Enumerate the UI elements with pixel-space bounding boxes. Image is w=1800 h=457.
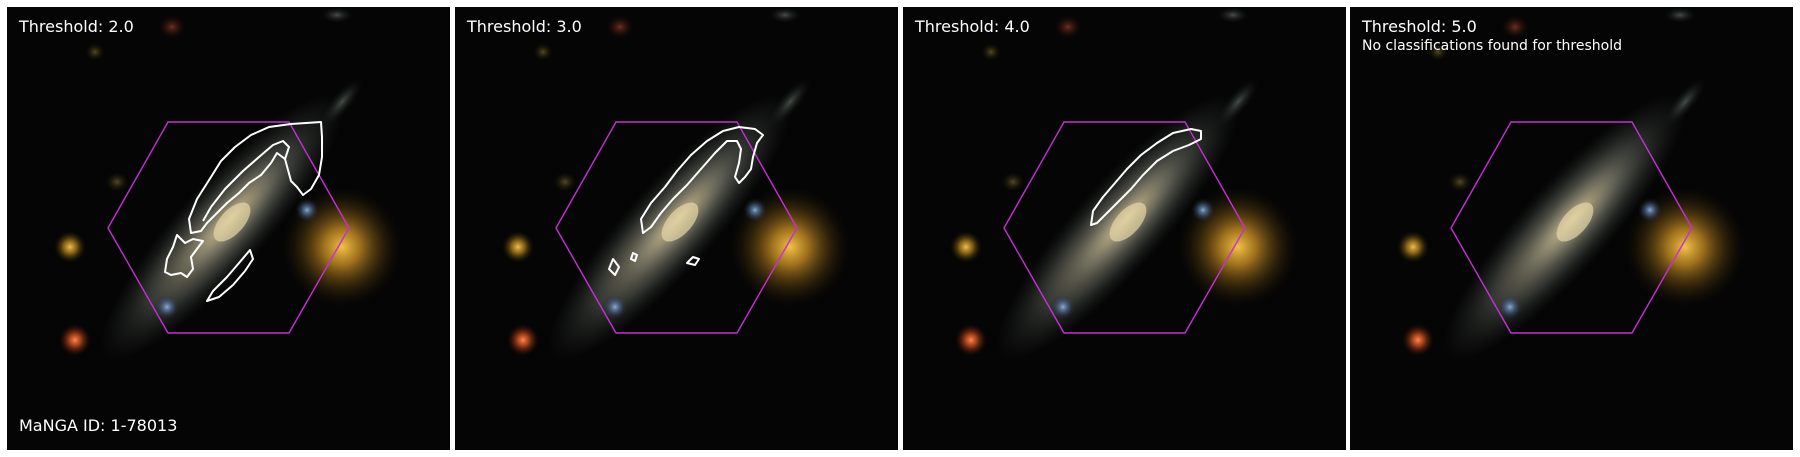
manga-id-label: MaNGA ID: 1-78013 (19, 416, 178, 435)
galaxy-image (455, 7, 898, 450)
contour-small-left (608, 258, 620, 276)
contour-left-blob (164, 234, 204, 278)
threshold-label: Threshold: 5.0 (1362, 17, 1477, 36)
contour-dot-a (630, 252, 638, 262)
segmentation-panel-threshold-3: Threshold: 3.0 (455, 7, 898, 450)
threshold-label: Threshold: 3.0 (467, 17, 582, 36)
contour-main (640, 126, 764, 234)
contour-lines (164, 121, 323, 302)
segmentation-panel-threshold-4: Threshold: 4.0 (903, 7, 1346, 450)
galaxy-image (7, 7, 450, 450)
threshold-label: Threshold: 4.0 (915, 17, 1030, 36)
contour-lower-streak (206, 249, 254, 302)
segmentation-panel-threshold-2: Threshold: 2.0 MaNGA ID: 1-78013 (7, 7, 450, 450)
contour-inner-arc (202, 140, 290, 222)
contour-lines (1090, 128, 1202, 226)
galaxy-image (903, 7, 1346, 450)
galaxy-image (1350, 7, 1793, 450)
contour-main (188, 121, 323, 234)
contour-dot-b (686, 256, 700, 266)
no-classifications-note: No classifications found for threshold (1362, 38, 1622, 54)
contour-lines (608, 126, 764, 276)
threshold-label: Threshold: 2.0 (19, 17, 134, 36)
segmentation-panel-threshold-5: Threshold: 5.0 No classifications found … (1350, 7, 1793, 450)
contour-main (1090, 128, 1202, 226)
